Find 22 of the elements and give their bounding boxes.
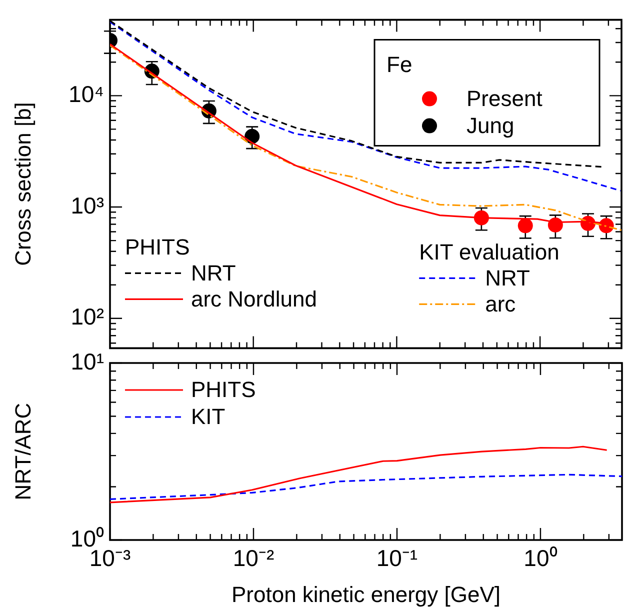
y-tick-label: 10¹ [70,348,104,374]
y-axis-title: NRT/ARC [10,402,36,500]
legend-label: NRT [191,260,236,286]
annotation: PHITS [125,234,190,260]
legend-label: Jung [466,112,514,138]
legend-label: Present [466,86,542,111]
legend-label: arc Nordlund [191,286,317,312]
x-tick-label: 10⁰ [524,545,558,572]
y-tick-label: 10⁴ [68,81,104,108]
legend-title: Fe [386,52,412,77]
legend-label: PHITS [191,377,256,402]
legend-label: NRT [485,265,530,290]
y-tick-label: 10² [70,304,104,330]
x-tick-label: 10⁻² [232,545,274,572]
y-tick-label: 10⁰ [70,525,104,552]
x-axis-title: Proton kinetic energy [GeV] [231,582,501,607]
y-tick-label: 10³ [70,192,104,218]
y-axis-title: Cross section [b] [10,102,36,266]
legend-label: KIT [191,404,226,430]
annotation: KIT evaluation [419,239,560,264]
x-tick-label: 10⁻¹ [376,545,418,572]
legend-label: arc [485,291,516,316]
